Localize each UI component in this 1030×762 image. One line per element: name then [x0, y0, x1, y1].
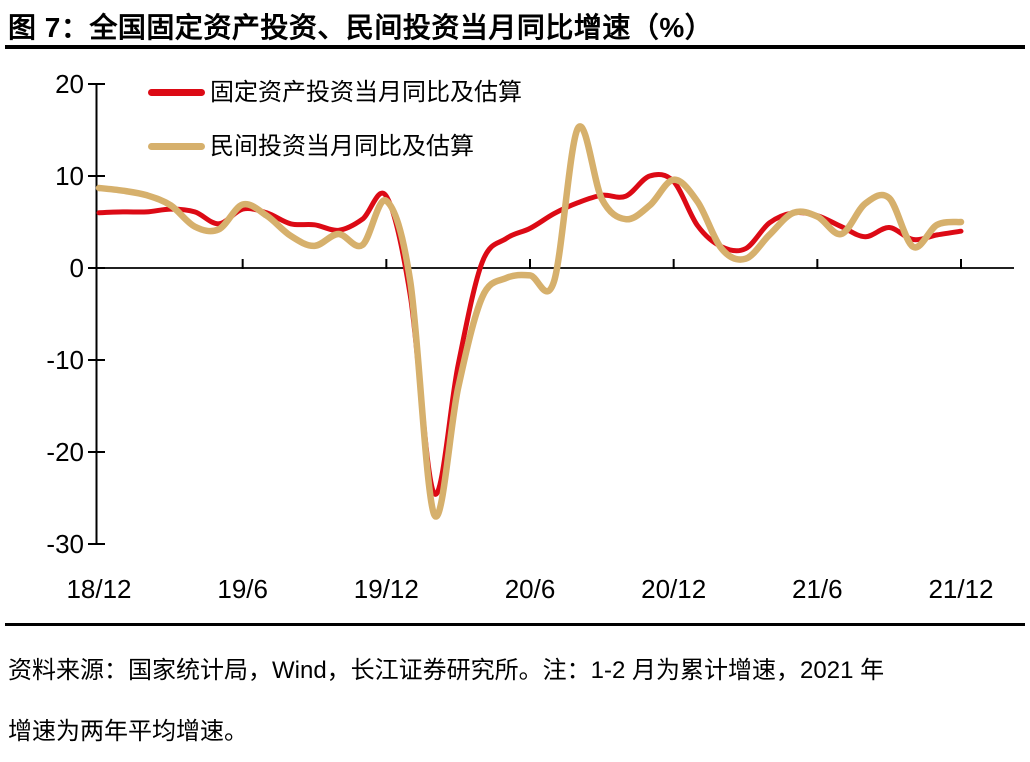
chart-area: 20 10 0 -10 -20 -30 18/12 19/6 19/12 20/6 20/12 21/…	[46, 69, 1014, 604]
x-axis-label: 20/12	[641, 574, 706, 604]
y-axis-label: -10	[46, 345, 84, 375]
source-note-line-1: 资料来源：国家统计局，Wind，长江证券研究所。注：1-2 月为累计增速，202…	[8, 657, 885, 684]
x-axis-label: 19/6	[217, 574, 268, 604]
legend-item-fixed-asset: 固定资产投资当月同比及估算	[148, 79, 522, 106]
x-axis-label: 21/6	[792, 574, 843, 604]
y-axis-label: -30	[46, 529, 84, 559]
y-axis-label: 0	[70, 253, 84, 283]
x-axis-label: 21/12	[928, 574, 993, 604]
footer-divider	[5, 623, 1025, 626]
x-axis-label: 18/12	[66, 574, 131, 604]
x-axis-label: 19/12	[354, 574, 419, 604]
title-divider	[5, 45, 1025, 49]
y-axis-label: 10	[55, 161, 84, 191]
source-note-line-2: 增速为两年平均增速。	[8, 718, 248, 745]
legend-item-private: 民间投资当月同比及估算	[148, 133, 522, 160]
private-series-line	[95, 123, 965, 520]
fixed-asset-line-swatch	[148, 89, 205, 96]
chart-legend: 固定资产投资当月同比及估算 民间投资当月同比及估算	[148, 79, 522, 160]
legend-label-fixed-asset: 固定资产投资当月同比及估算	[210, 79, 522, 106]
y-axis-label: 20	[55, 69, 84, 99]
legend-label-private: 民间投资当月同比及估算	[210, 133, 474, 160]
x-axis-label: 20/6	[505, 574, 556, 604]
figure-title: 图 7：全国固定资产投资、民间投资当月同比增速（%）	[8, 12, 714, 43]
source-note: 资料来源：国家统计局，Wind，长江证券研究所。注：1-2 月为累计增速，202…	[8, 640, 1024, 762]
chart-svg: 20 10 0 -10 -20 -30 18/12 19/6 19/12 20/6 20/12 21/…	[46, 69, 1014, 604]
y-axis-label: -20	[46, 437, 84, 467]
private-line-swatch	[148, 143, 205, 150]
